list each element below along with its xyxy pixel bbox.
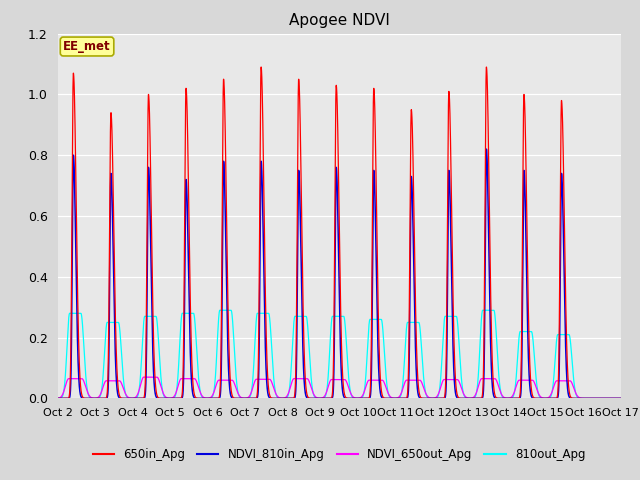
Title: Apogee NDVI: Apogee NDVI — [289, 13, 390, 28]
Legend: 650in_Apg, NDVI_810in_Apg, NDVI_650out_Apg, 810out_Apg: 650in_Apg, NDVI_810in_Apg, NDVI_650out_A… — [88, 443, 590, 466]
Text: EE_met: EE_met — [63, 40, 111, 53]
